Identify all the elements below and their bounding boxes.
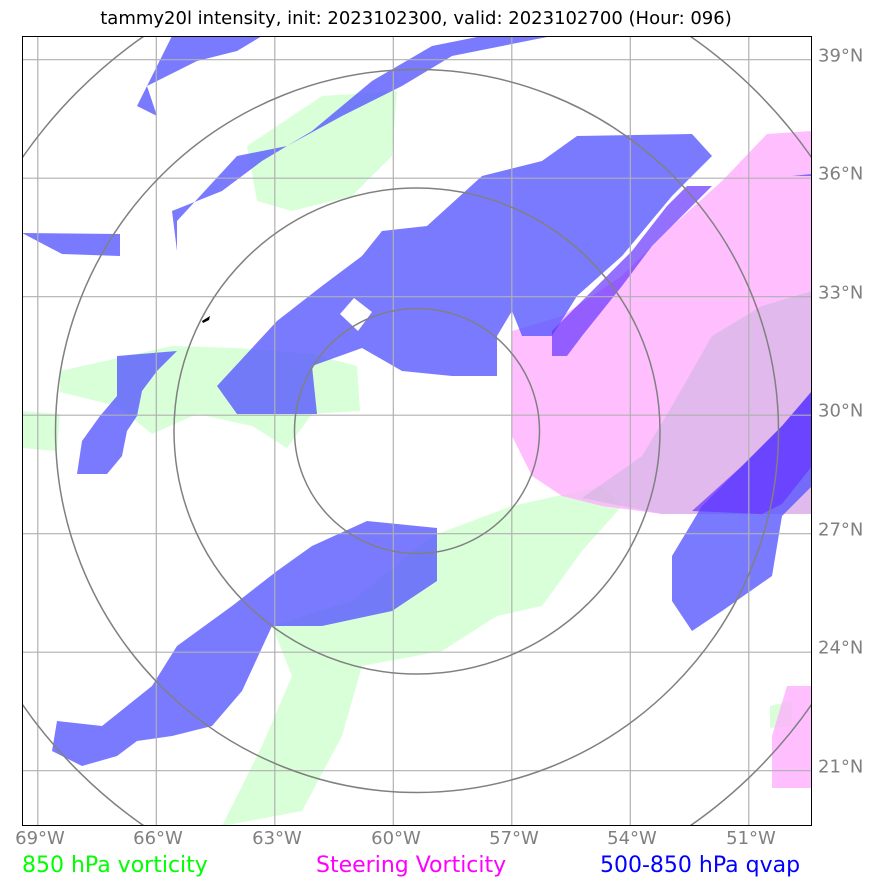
legend-qvap: 500-850 hPa qvap — [600, 853, 801, 878]
qvap-area — [137, 36, 262, 116]
lon-tick-label: 69°W — [15, 828, 65, 849]
vorticity-area — [247, 91, 397, 211]
lat-tick-label: 30°N — [818, 400, 864, 422]
lon-tick-label: 66°W — [133, 828, 183, 849]
lat-tick-label: 27°N — [818, 519, 864, 541]
qvap-area — [77, 351, 177, 474]
lon-tick-label: 51°W — [726, 828, 776, 849]
map-panel — [22, 36, 812, 826]
qvap-area — [52, 521, 437, 766]
lat-tick-label: 21°N — [818, 756, 864, 778]
lon-tick-label: 54°W — [607, 828, 657, 849]
qvap-area — [692, 391, 812, 514]
lon-tick-label: 57°W — [489, 828, 539, 849]
map-canvas — [22, 36, 812, 826]
lat-tick-label: 36°N — [818, 163, 864, 185]
steering-vorticity-layer — [512, 131, 812, 788]
vorticity-area — [222, 486, 622, 826]
vorticity-area — [22, 411, 60, 451]
lat-lon-grid — [22, 36, 812, 826]
lat-tick-label: 39°N — [818, 45, 864, 67]
range-ring — [293, 307, 541, 555]
map-frame — [22, 36, 812, 826]
qvap-layer — [22, 36, 812, 766]
qvap-area — [552, 186, 712, 356]
storm-track-mark — [202, 316, 210, 323]
legend-steering-vorticity: Steering Vorticity — [316, 853, 507, 878]
figure-title: tammy20l intensity, init: 2023102300, va… — [100, 8, 732, 29]
qvap-area — [217, 134, 712, 414]
legend-850-vorticity: 850 hPa vorticity — [22, 853, 208, 878]
qvap-gap — [340, 298, 372, 331]
lon-tick-label: 63°W — [252, 828, 302, 849]
qvap-area — [792, 174, 812, 176]
range-ring — [54, 68, 780, 794]
steering-area — [772, 686, 812, 788]
range-ring — [173, 187, 661, 675]
lon-tick-label: 60°W — [371, 828, 421, 849]
lat-tick-label: 33°N — [818, 282, 864, 304]
range-rings — [22, 36, 812, 826]
qvap-area — [22, 233, 120, 256]
lat-tick-label: 24°N — [818, 637, 864, 659]
